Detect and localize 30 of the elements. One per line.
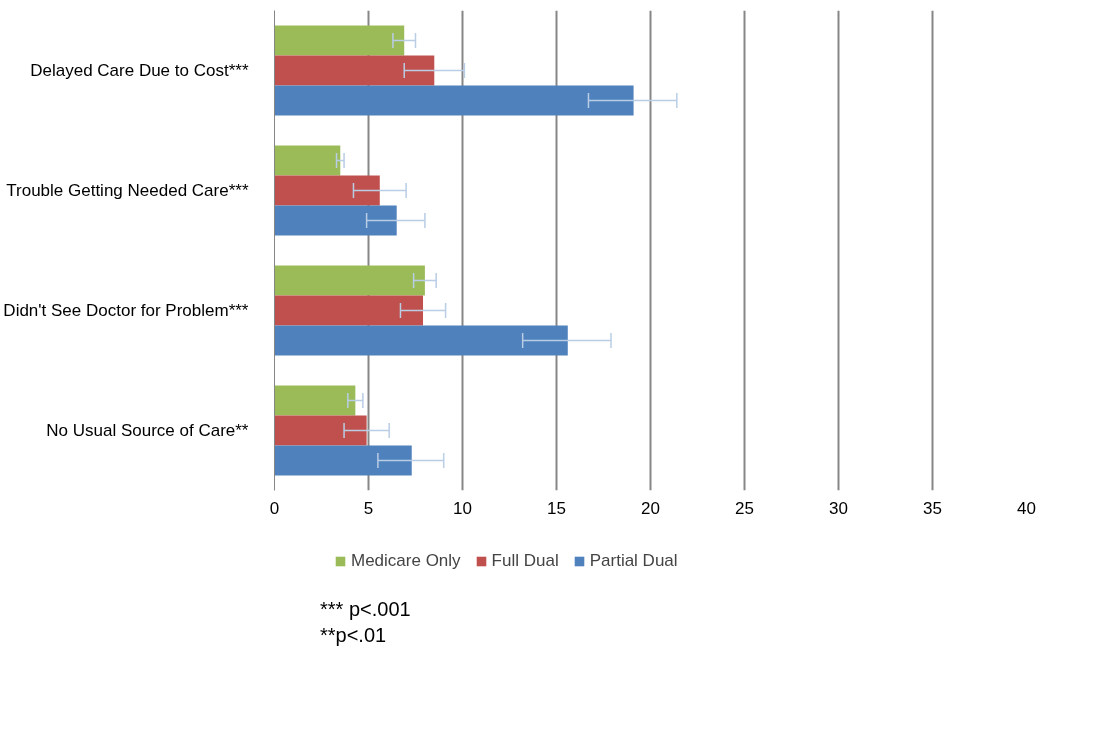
- x-tick-label: 15: [547, 498, 566, 518]
- x-tick-label: 10: [453, 498, 472, 518]
- bar: [274, 85, 634, 116]
- text: *** p<.001: [320, 598, 411, 620]
- bar: [274, 25, 405, 56]
- y-tick-label: Didn't See Doctor for Problem***: [3, 301, 249, 320]
- bar: [274, 265, 425, 296]
- bar: [274, 415, 367, 446]
- legend-label: Full Dual: [491, 551, 559, 571]
- legend-label: Partial Dual: [589, 551, 678, 571]
- y-tick-label: No Usual Source of Care**: [46, 421, 249, 440]
- bar: [274, 385, 356, 416]
- bar: [274, 205, 397, 236]
- x-tick-label: 40: [1017, 498, 1036, 518]
- bar: [274, 445, 412, 476]
- x-tick-label: 30: [829, 498, 848, 518]
- y-tick-label: Trouble Getting Needed Care***: [6, 181, 249, 200]
- x-tick-label: 20: [641, 498, 660, 518]
- bar: [274, 175, 380, 206]
- x-tick-label: 0: [269, 498, 280, 518]
- x-tick-label: 35: [923, 498, 942, 518]
- bar: [274, 55, 435, 86]
- bar: [274, 325, 568, 356]
- bar: [274, 145, 341, 176]
- x-tick-label: 5: [363, 498, 374, 518]
- legend-label: Medicare Only: [351, 551, 461, 571]
- text: **p<.01: [320, 624, 387, 646]
- y-tick-label: Delayed Care Due to Cost***: [30, 61, 249, 80]
- x-tick-label: 25: [735, 498, 754, 518]
- bar: [274, 295, 424, 326]
